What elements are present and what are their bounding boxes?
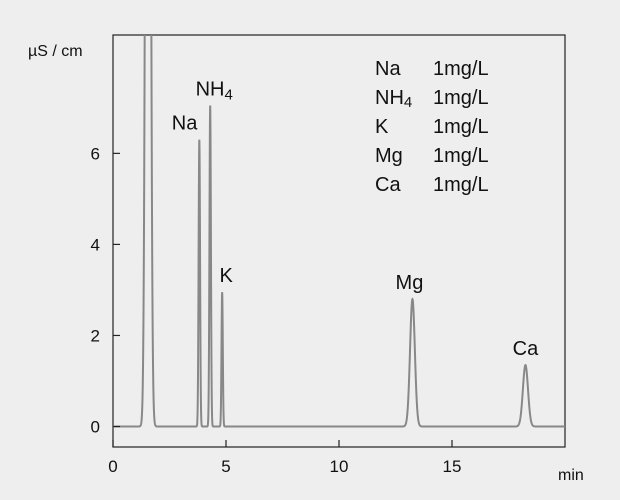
legend-concentration: 1mg/L bbox=[433, 174, 489, 196]
peak-label-na: Na bbox=[172, 113, 198, 135]
y-tick-label: 4 bbox=[91, 235, 100, 254]
plot-frame bbox=[112, 34, 566, 448]
legend-ion: NH4 bbox=[375, 87, 412, 111]
peak-label-mg: Mg bbox=[396, 272, 424, 294]
peak-label-nh4: NH4 bbox=[196, 79, 233, 104]
peak-label-k: K bbox=[219, 265, 233, 287]
y-tick-label: 2 bbox=[91, 326, 100, 345]
legend-entry-ca: Ca 1mg/L bbox=[375, 174, 489, 196]
legend-concentration: 1mg/L bbox=[433, 87, 489, 109]
legend-concentration: 1mg/L bbox=[433, 58, 489, 80]
legend-ion: K bbox=[375, 116, 389, 138]
x-tick-label: 15 bbox=[443, 457, 462, 476]
chromatogram-trace bbox=[113, 35, 565, 428]
peak-label-ca: Ca bbox=[513, 338, 539, 360]
legend-concentration: 1mg/L bbox=[433, 116, 489, 138]
legend-ion: Mg bbox=[375, 145, 403, 167]
x-tick-label: 10 bbox=[330, 457, 349, 476]
legend-entry-na: Na 1mg/L bbox=[375, 58, 489, 80]
legend-ion: Ca bbox=[375, 174, 401, 196]
x-tick-label: 5 bbox=[221, 457, 230, 476]
x-axis-unit-label: min bbox=[558, 467, 584, 484]
legend-entry-mg: Mg 1mg/L bbox=[375, 145, 489, 167]
legend-entry-k: K 1mg/L bbox=[375, 116, 489, 138]
legend-concentration: 1mg/L bbox=[433, 145, 489, 167]
y-axis-unit-label: µS / cm bbox=[28, 43, 83, 60]
y-tick-label: 0 bbox=[91, 418, 100, 437]
y-tick-label: 6 bbox=[91, 144, 100, 163]
x-tick-label: 0 bbox=[108, 457, 117, 476]
legend-entry-nh4: NH4 1mg/L bbox=[375, 87, 489, 111]
legend-ion: Na bbox=[375, 58, 401, 80]
